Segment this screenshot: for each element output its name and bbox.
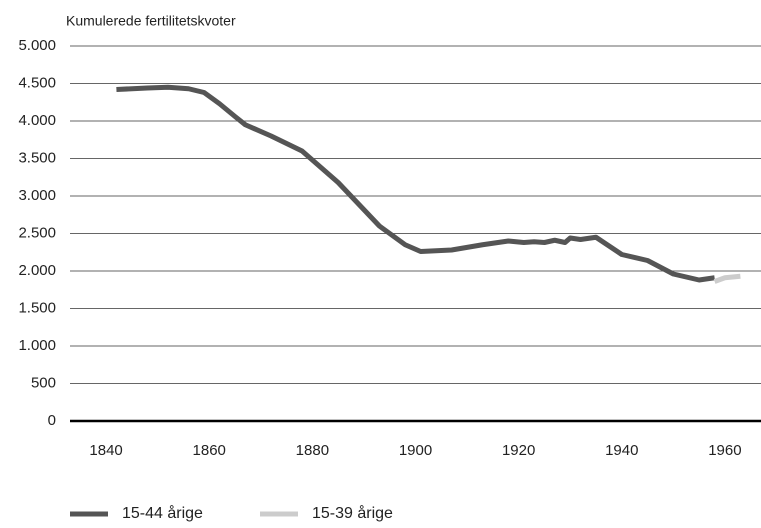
y-tick-label: 4.500 — [18, 74, 56, 91]
y-tick-label: 0 — [48, 412, 56, 429]
x-tick-label: 1940 — [605, 442, 638, 459]
y-tick-label: 500 — [31, 374, 56, 391]
x-tick-label: 1960 — [708, 442, 741, 459]
series-line — [713, 273, 741, 284]
legend-label: 15-44 årige — [122, 504, 203, 522]
y-tick-label: 3.000 — [18, 187, 56, 204]
x-tick-label: 1880 — [296, 442, 329, 459]
x-tick-label: 1900 — [399, 442, 432, 459]
x-tick-label: 1860 — [193, 442, 226, 459]
y-axis-label: Kumulerede fertilitetskvoter — [66, 13, 236, 29]
y-tick-label: 4.000 — [18, 112, 56, 129]
y-tick-label: 1.000 — [18, 337, 56, 354]
x-tick-label: 1920 — [502, 442, 535, 459]
y-tick-label: 5.000 — [18, 37, 56, 54]
y-tick-label: 2.000 — [18, 262, 56, 279]
legend-label: 15-39 årige — [312, 504, 393, 522]
x-tick-label: 1840 — [89, 442, 122, 459]
y-tick-label: 2.500 — [18, 224, 56, 241]
y-tick-label: 3.500 — [18, 149, 56, 166]
y-tick-label: 1.500 — [18, 299, 56, 316]
series-line — [116, 84, 715, 283]
